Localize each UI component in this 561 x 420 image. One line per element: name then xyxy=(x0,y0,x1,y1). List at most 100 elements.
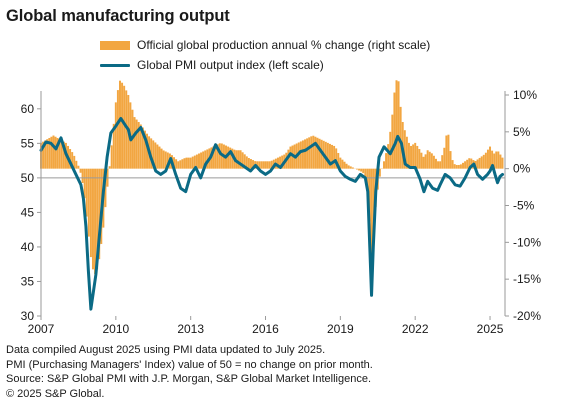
production-bar xyxy=(110,145,113,169)
production-bar xyxy=(245,156,248,169)
production-bar xyxy=(252,160,255,169)
production-bar xyxy=(314,136,317,169)
production-bar xyxy=(414,142,417,169)
production-bar xyxy=(164,151,167,169)
production-bar xyxy=(289,146,292,169)
production-bar xyxy=(212,146,215,169)
production-bar xyxy=(119,80,121,169)
production-bar xyxy=(430,153,433,169)
production-bar xyxy=(410,145,413,169)
production-bar xyxy=(198,153,200,169)
footnote-pmi-definition: PMI (Purchasing Managers' Index) value o… xyxy=(6,358,373,371)
right-axis: 10% 5% 0% -5% -10% -15% -20% xyxy=(505,88,541,323)
production-bar xyxy=(264,161,267,169)
x-tick-label: 2019 xyxy=(327,322,354,336)
production-bar xyxy=(137,122,140,169)
production-bar xyxy=(189,157,192,169)
production-bar xyxy=(227,146,230,169)
production-bar xyxy=(291,145,294,169)
production-bar xyxy=(166,152,169,169)
production-bar xyxy=(202,151,205,169)
production-bar xyxy=(287,149,290,169)
production-bar xyxy=(470,158,473,169)
production-bar xyxy=(60,140,63,169)
production-bar xyxy=(54,136,57,169)
production-bar xyxy=(383,161,385,169)
production-bar xyxy=(437,161,440,169)
production-bar xyxy=(216,144,219,169)
production-bar xyxy=(239,150,242,169)
production-bar xyxy=(447,134,450,169)
production-bar xyxy=(391,114,394,169)
production-bar xyxy=(345,163,348,169)
production-bar xyxy=(179,160,182,169)
production-bar xyxy=(480,156,483,169)
production-bar xyxy=(162,150,165,169)
production-bar xyxy=(476,159,479,169)
left-tick-label: 55 xyxy=(21,136,35,150)
production-bar xyxy=(308,137,311,169)
production-bar xyxy=(146,133,148,169)
production-bar xyxy=(432,155,435,169)
production-bar xyxy=(387,144,390,169)
production-bar xyxy=(318,138,321,169)
production-bar xyxy=(304,139,306,169)
production-bar xyxy=(478,157,481,169)
production-bar xyxy=(160,148,163,169)
left-axis: 60 55 50 45 40 35 30 xyxy=(21,102,41,323)
production-bar xyxy=(360,168,363,172)
legend-label-pmi: Global PMI output index (left scale) xyxy=(137,58,324,72)
production-bar xyxy=(455,164,458,169)
production-bar xyxy=(389,131,392,169)
production-bar xyxy=(85,168,88,217)
production-bar xyxy=(418,149,421,169)
production-bar xyxy=(393,92,396,169)
production-bar xyxy=(158,146,161,169)
production-bar xyxy=(237,150,240,169)
production-bar xyxy=(341,159,344,169)
production-bar xyxy=(428,151,431,169)
production-bar xyxy=(175,159,178,169)
production-bar xyxy=(260,161,263,169)
production-bar xyxy=(204,150,207,169)
footnotes: Data compiled August 2025 using PMI data… xyxy=(6,343,373,401)
production-bar xyxy=(372,168,375,241)
production-bar xyxy=(50,136,53,169)
production-bar xyxy=(270,160,273,169)
production-bar xyxy=(152,140,155,169)
left-tick-label: 35 xyxy=(21,274,35,288)
right-tick-label: 10% xyxy=(513,88,537,102)
production-bar xyxy=(231,148,234,169)
production-bar xyxy=(185,157,188,169)
production-bar xyxy=(395,80,398,169)
production-bar xyxy=(366,168,369,191)
legend-item-pmi: Global PMI output index (left scale) xyxy=(100,58,324,72)
production-bar xyxy=(385,153,388,169)
production-bar xyxy=(79,168,82,173)
production-bar xyxy=(121,82,124,169)
footnote-data-compiled: Data compiled August 2025 using PMI data… xyxy=(6,344,326,356)
production-bar xyxy=(206,149,209,169)
production-bar xyxy=(405,136,408,169)
production-bar xyxy=(96,168,99,270)
production-bar xyxy=(482,154,485,169)
production-bar xyxy=(116,90,119,169)
production-bar xyxy=(191,156,194,169)
production-bar xyxy=(200,152,203,169)
production-bar xyxy=(94,168,97,275)
x-tick-label: 2016 xyxy=(252,322,279,336)
production-bar xyxy=(370,168,373,265)
production-bar xyxy=(258,161,261,169)
production-bar xyxy=(279,156,282,169)
production-bar xyxy=(281,155,284,169)
production-bar xyxy=(249,159,252,169)
production-bar xyxy=(306,138,309,169)
production-bar xyxy=(123,85,126,169)
production-bar xyxy=(133,117,136,169)
production-bar xyxy=(42,141,45,169)
production-bars xyxy=(40,80,504,275)
production-bar xyxy=(368,168,371,222)
chart-title: Global manufacturing output xyxy=(6,7,230,25)
right-tick-label: -15% xyxy=(513,272,541,286)
production-bar xyxy=(277,157,279,169)
